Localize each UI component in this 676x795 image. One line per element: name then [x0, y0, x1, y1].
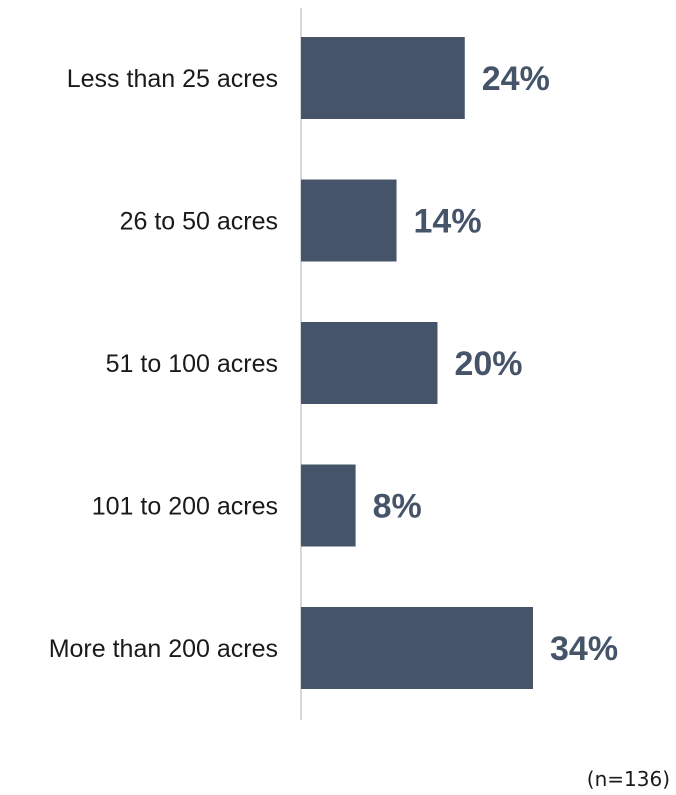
category-label-1: 26 to 50 acres — [120, 208, 278, 236]
category-label-3: 101 to 200 acres — [92, 493, 278, 521]
bar-2 — [301, 322, 438, 404]
bar-1 — [301, 179, 397, 262]
category-label-4: More than 200 acres — [49, 635, 278, 663]
value-label-3: 8% — [373, 488, 422, 526]
category-label-0: Less than 25 acres — [67, 65, 278, 93]
category-label-2: 51 to 100 acres — [106, 350, 278, 378]
sample-size-note: (n=136) — [587, 767, 670, 791]
value-label-0: 24% — [482, 60, 550, 98]
bar-4 — [301, 607, 533, 689]
value-label-1: 14% — [414, 203, 482, 241]
bar-0 — [301, 37, 465, 119]
value-label-4: 34% — [550, 630, 618, 668]
bar-3 — [301, 464, 356, 547]
value-label-2: 20% — [454, 345, 522, 383]
